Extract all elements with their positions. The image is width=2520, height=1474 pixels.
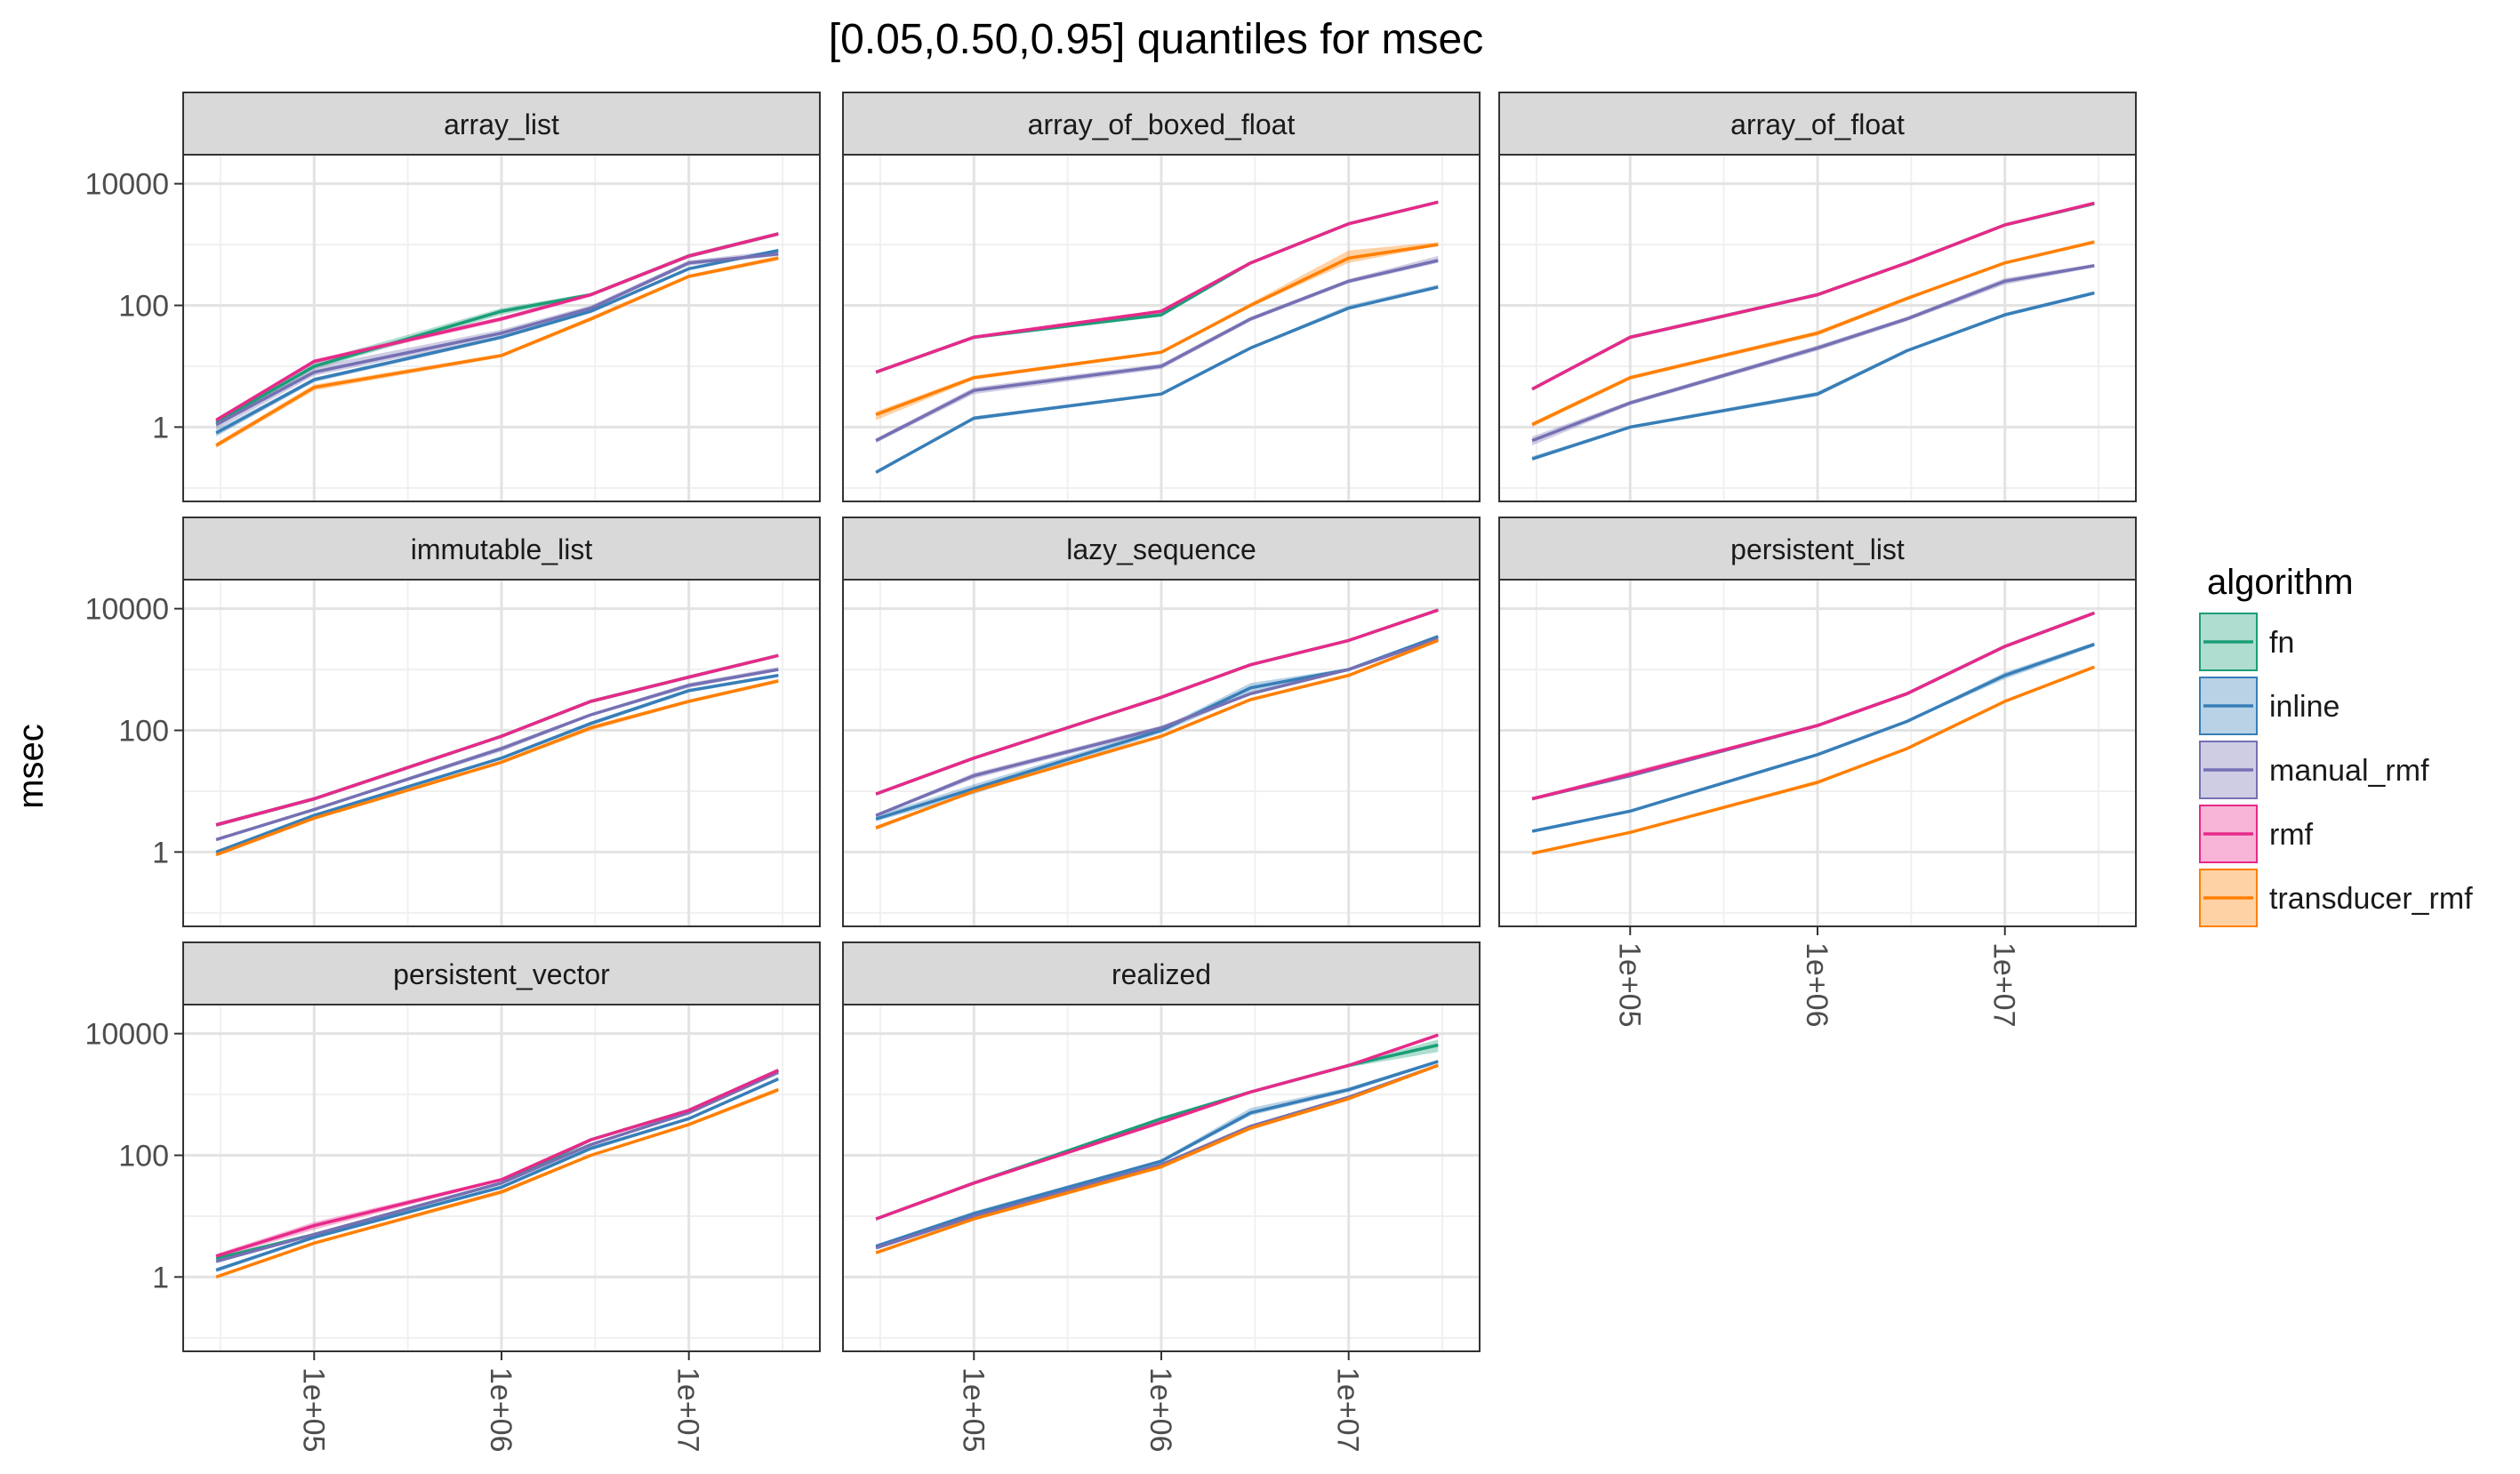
y-tick-label: 10000 [84,1018,169,1052]
series-line-inline [875,285,1439,474]
x-tick-label: 1e+05 [296,1367,330,1453]
x-tick-label: 1e+06 [484,1367,518,1453]
ribbon-inline [1532,642,2095,833]
legend-title: algorithm [2207,563,2354,602]
facet-label: persistent_list [1730,533,1905,565]
series-line-rmf [875,1033,1439,1221]
facet-strip [182,92,821,156]
x-tick-label: 1e+05 [956,1367,990,1453]
y-tick-label: 100 [118,290,169,324]
series-line-manual-rmf [875,259,1439,443]
facet-label: lazy_sequence [1066,533,1256,565]
y-tick-label: 10000 [84,593,169,627]
panel-border [182,154,821,502]
legend-label: rmf [2269,818,2314,852]
y-tick-label: 1 [152,836,169,869]
series-line-transducer-rmf [1531,665,2095,855]
facet-label: immutable_list [411,533,593,565]
y-tick-label: 1 [152,411,169,445]
series-line-manual-rmf [215,668,779,842]
panel-realized: realized 1e+05 1e+06 1e+07 [842,941,1481,1453]
series-line-manual-rmf [215,252,779,427]
facet-strip [1498,92,2137,156]
series-line-rmf [1531,201,2095,391]
series-line-inline [215,1077,780,1272]
series-line-inline [1531,643,2095,833]
legend-item-fn: fn [2199,613,2294,671]
series-line-rmf [1531,611,2095,801]
facet-strip [842,941,1481,1005]
panel-persistent-list: persistent_list 1e+05 1e+06 1e+07 [1498,517,2137,1028]
panel-persistent-vector: persistent_vector 1 100 10000 1e+05 1e+06 1e+0… [84,941,821,1453]
legend-label: fn [2269,626,2294,660]
series-line-rmf [875,608,1439,796]
series-line-rmf [215,653,779,827]
series-line-inline [1531,291,2095,461]
chart-title: [0.05,0.50,0.95] quantiles for msec [829,16,1483,63]
legend-item-inline: inline [2199,677,2339,735]
x-tick-label: 1e+06 [1144,1367,1177,1453]
x-tick-label: 1e+07 [671,1367,705,1453]
panel-array-of-boxed-float: array_of_boxed_float [842,92,1481,502]
panel-border [842,154,1481,502]
facet-label: array_list [444,108,559,140]
legend-item-transducer-rmf: transducer_rmf [2199,869,2473,927]
panel-border [182,579,821,927]
series-line-rmf [215,232,779,422]
panel-immutable-list: immutable_list 1 100 10000 [84,517,821,927]
x-tick-label: 1e+07 [1331,1367,1365,1453]
legend-label: transducer_rmf [2269,882,2473,916]
series-line-inline [215,673,779,854]
facet-label: array_of_float [1730,108,1905,140]
ribbon-manual-rmf [876,255,1439,444]
facet-label: realized [1112,958,1211,990]
y-tick-label: 100 [118,715,169,749]
series-line-manual-rmf [875,637,1439,817]
panels-layer: array_list 1 100 10000 array_of_boxed_float a… [84,92,2137,1453]
panel-array-list: array_list 1 100 10000 [84,92,821,502]
series-line-manual-rmf [215,1070,780,1263]
panel-border [1498,154,2137,502]
legend-label: manual_rmf [2269,754,2429,788]
y-tick-label: 1 [152,1261,169,1294]
series-line-rmf [215,1069,780,1258]
series-line-transducer-rmf [215,256,779,447]
facet-strip [182,517,821,581]
panel-lazy-sequence: lazy_sequence [842,517,1481,927]
series-line-inline [875,1060,1439,1248]
y-axis-title: msec [12,724,51,809]
y-tick-label: 100 [118,1140,169,1174]
facet-label: persistent_vector [393,958,610,990]
legend-label: inline [2269,690,2339,724]
facet-label: array_of_boxed_float [1028,108,1296,140]
series-line-transducer-rmf [875,638,1439,829]
y-tick-label: 10000 [84,168,169,202]
series-line-inline [215,248,779,435]
x-tick-label: 1e+07 [1987,942,2021,1028]
panel-array-of-float: array_of_float [1498,92,2137,502]
legend-item-manual-rmf: manual_rmf [2199,741,2429,799]
series-line-transducer-rmf [875,1063,1439,1254]
series-line-rmf [875,200,1439,374]
facet-strip [1498,517,2137,581]
x-tick-label: 1e+05 [1612,942,1646,1028]
x-tick-label: 1e+06 [1800,942,1834,1028]
series-line-manual-rmf [1531,264,2095,443]
series-line-transducer-rmf [215,1088,779,1279]
series-line-transducer-rmf [875,243,1439,417]
facet-strip [842,92,1481,156]
series-line-transducer-rmf [1531,240,2095,427]
legend-item-rmf: rmf [2199,805,2314,863]
facet-strip [842,517,1481,581]
series-line-transducer-rmf [215,679,779,857]
panel-border [842,579,1481,927]
